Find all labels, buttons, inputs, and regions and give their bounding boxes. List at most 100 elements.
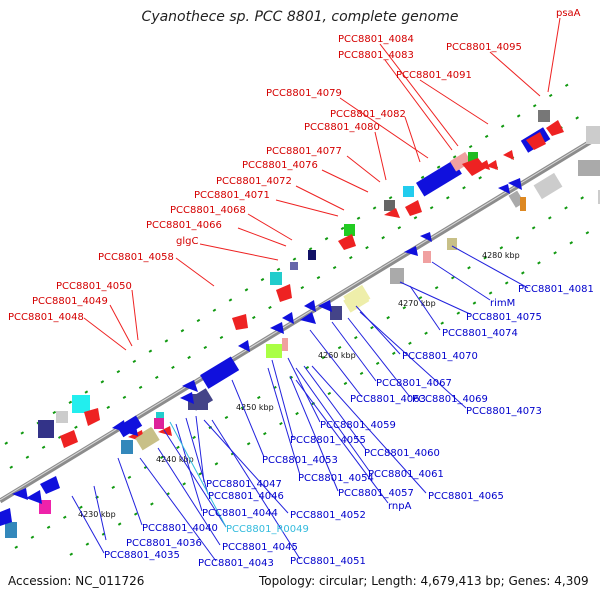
gene-green[interactable] (344, 224, 355, 236)
gene-label[interactable]: PCC8801_4049 (32, 296, 108, 307)
gene-label[interactable]: rimM (490, 298, 515, 309)
gene-arrow-blue[interactable] (112, 420, 126, 432)
gene-label[interactable]: glgC (176, 236, 198, 247)
gene-lightgray[interactable] (56, 411, 68, 423)
gene-pink[interactable] (423, 251, 431, 263)
gene-label[interactable]: PCC8801_4054 (298, 473, 374, 484)
gene-label[interactable]: PCC8801_4070 (402, 351, 478, 362)
gene-arrow-blue[interactable] (180, 392, 194, 404)
gene-label[interactable]: PCC8801_4069 (412, 394, 488, 405)
gene-gray[interactable] (578, 160, 600, 176)
gene-khaki[interactable] (447, 238, 457, 250)
gene-arrow-blue[interactable] (404, 246, 418, 256)
gene-navy[interactable] (308, 250, 316, 260)
gene-label[interactable]: PCC8801_4067 (376, 378, 452, 389)
gene-arrow-blue[interactable] (282, 312, 294, 324)
gene-arrow-blue[interactable] (40, 476, 60, 494)
gene-arrow-blue[interactable] (12, 488, 28, 500)
gene-label[interactable]: PCC8801_4071 (194, 190, 270, 201)
gene-label[interactable]: PCC8801_4091 (396, 70, 472, 81)
gene-arrow-red[interactable] (276, 284, 292, 302)
gene-lime[interactable] (266, 344, 282, 358)
gene-label[interactable]: PCC8801_4073 (466, 406, 542, 417)
gene-label[interactable]: PCC8801_4040 (142, 523, 218, 534)
gene-label[interactable]: PCC8801_4076 (242, 160, 318, 171)
gene-arrow-blue[interactable] (498, 184, 510, 194)
gene-label[interactable]: PCC8801_4084 (338, 34, 414, 45)
gene-arrow-red[interactable] (462, 158, 486, 176)
gene-edge[interactable] (598, 190, 600, 204)
gene-label[interactable]: PCC8801_4046 (208, 491, 284, 502)
gene-label[interactable]: PCC8801_4063 (350, 394, 426, 405)
gene-lightgray[interactable] (586, 126, 600, 144)
gene-block-blue[interactable] (117, 415, 143, 438)
gene-label[interactable]: PCC8801_4060 (364, 448, 440, 459)
gene-magenta[interactable] (39, 500, 51, 514)
gene-arrow-red[interactable] (546, 120, 564, 136)
gene-label[interactable]: PCC8801_4053 (262, 455, 338, 466)
gene-arrow-red[interactable] (384, 208, 400, 218)
gene-label[interactable]: PCC8801_4083 (338, 50, 414, 61)
gene-block-yellow[interactable] (343, 284, 371, 311)
gene-arrow-red[interactable] (486, 160, 498, 170)
gene-label[interactable]: PCC8801_4036 (126, 538, 202, 549)
gene-label[interactable]: PCC8801_4080 (304, 122, 380, 133)
gene-orange[interactable] (520, 197, 526, 211)
gene-label[interactable]: rnpA (388, 501, 412, 512)
gene-cyan[interactable] (156, 412, 164, 422)
gene-label[interactable]: PCC8801_4047 (206, 479, 282, 490)
gene-label[interactable]: PCC8801_4065 (428, 491, 504, 502)
gene-label[interactable]: PCC8801_4059 (320, 420, 396, 431)
gene-arrow-blue[interactable] (420, 232, 432, 242)
gene-label[interactable]: PCC8801_4057 (338, 488, 414, 499)
gene-cyan[interactable] (270, 272, 282, 285)
gene-arrow-blue[interactable] (0, 508, 12, 526)
gene-slate[interactable] (330, 306, 342, 320)
gene-arrow-red[interactable] (84, 408, 100, 426)
gene-arrow-red[interactable] (526, 132, 546, 150)
gene-steelblue[interactable] (121, 440, 133, 454)
gene-gray[interactable] (390, 268, 404, 284)
gene-arrow-red[interactable] (405, 200, 422, 216)
gene-arrow-blue[interactable] (270, 322, 284, 334)
gene-arrow-red[interactable] (60, 430, 78, 448)
gene-block-pink[interactable] (449, 151, 472, 172)
gene-arrow-blue[interactable] (182, 380, 198, 392)
gene-slate[interactable] (38, 420, 54, 438)
gene-block-blue[interactable] (416, 160, 462, 197)
gene-label[interactable]: PCC8801_4077 (266, 146, 342, 157)
gene-gray[interactable] (384, 200, 395, 211)
gene-label[interactable]: PCC8801_4095 (446, 42, 522, 53)
gene-label[interactable]: PCC8801_4052 (290, 510, 366, 521)
gene-label[interactable]: PCC8801_4051 (290, 556, 366, 567)
gene-label[interactable]: PCC8801_4081 (518, 284, 594, 295)
gene-arrow-red[interactable] (477, 160, 490, 170)
gene-arrow-blue[interactable] (318, 300, 332, 312)
gene-arrow-blue[interactable] (508, 178, 522, 190)
gene-cyan[interactable] (403, 186, 414, 197)
gene-arrow-red[interactable] (232, 314, 248, 330)
gene-label[interactable]: PCC8801_4055 (290, 435, 366, 446)
gene-block-gray[interactable] (533, 172, 563, 200)
gene-arrow-blue[interactable] (124, 426, 138, 436)
gene-label[interactable]: PCC8801_4048 (8, 312, 84, 323)
gene-label[interactable]: PCC8801_4066 (146, 220, 222, 231)
gene-label[interactable]: PCC8801_4044 (202, 508, 278, 519)
gene-label[interactable]: PCC8801_4061 (368, 469, 444, 480)
gene-arrow-blue[interactable] (300, 312, 316, 324)
gene-block-blue[interactable] (200, 356, 240, 389)
rna-label[interactable]: PCC8801_R0049 (226, 524, 309, 535)
gene-arrow-blue[interactable] (304, 300, 316, 312)
gene-label[interactable]: PCC8801_4050 (56, 281, 132, 292)
gene-label[interactable]: PCC8801_4035 (104, 550, 180, 561)
gene-label[interactable]: PCC8801_4072 (216, 176, 292, 187)
gene-arrow-red[interactable] (503, 150, 514, 160)
gene-green[interactable] (468, 152, 478, 164)
gene-label[interactable]: PCC8801_4075 (466, 312, 542, 323)
gene-arrow-blue[interactable] (26, 490, 42, 504)
gene-pink[interactable] (282, 338, 288, 351)
gene-label[interactable]: PCC8801_4082 (330, 109, 406, 120)
gene-block-khaki[interactable] (135, 427, 160, 451)
gene-arrow-red[interactable] (338, 234, 356, 250)
gene-magenta[interactable] (154, 418, 164, 429)
